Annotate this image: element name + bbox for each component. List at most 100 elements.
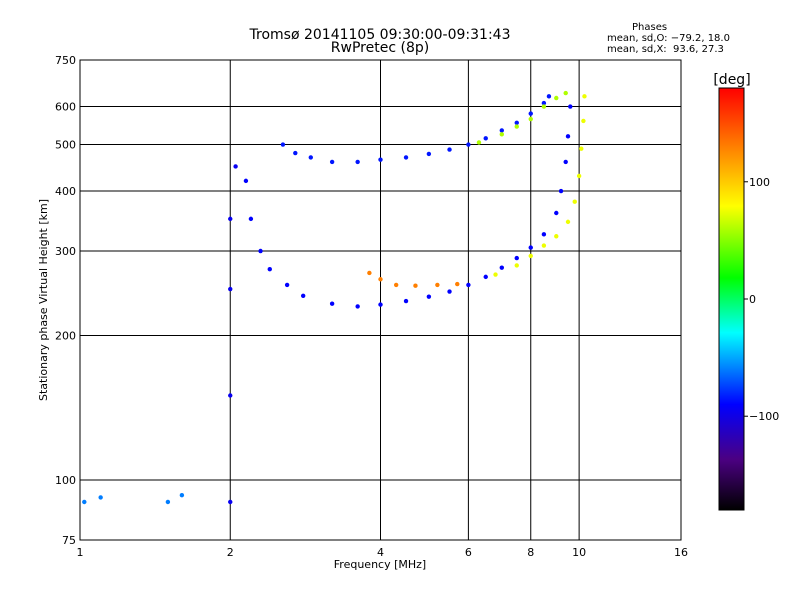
data-point [98, 495, 103, 500]
data-point [355, 304, 360, 309]
data-point [466, 142, 471, 147]
data-point [228, 216, 233, 222]
data-point [393, 282, 399, 288]
data-point [565, 219, 571, 225]
grid-lines [80, 60, 681, 540]
x-tick-label: 8 [527, 546, 534, 559]
colorbar-tick-label: 100 [749, 176, 770, 189]
data-point [243, 178, 249, 184]
colorbar-label: [deg] [713, 72, 750, 88]
data-point [528, 245, 533, 250]
chart-title: Tromsø 20141105 09:30:00-09:31:43 [249, 27, 511, 43]
data-point [581, 118, 586, 124]
data-point [514, 120, 519, 125]
data-point [426, 151, 432, 157]
data-point [403, 298, 409, 304]
data-point [378, 302, 383, 307]
data-point [435, 282, 440, 288]
data-point [300, 293, 306, 298]
data-point [541, 100, 547, 106]
data-point [554, 234, 559, 239]
data-point [267, 266, 272, 272]
data-point [499, 265, 505, 270]
data-point [378, 277, 383, 282]
data-point [499, 128, 505, 133]
data-point [165, 499, 171, 505]
data-point [378, 157, 383, 162]
data-point [82, 499, 87, 505]
plot-frame [79, 59, 682, 541]
colorbar-tick-label: 0 [749, 293, 756, 306]
data-point [455, 281, 460, 287]
phases-o-stats: mean, sd,O: −79.2, 18.0 [607, 33, 730, 44]
data-point [476, 140, 482, 145]
x-tick-labels: 1 2 4 6 8 10 16 [77, 546, 689, 559]
data-point [565, 134, 571, 139]
data-point [514, 255, 519, 261]
y-tick-label: 100 [55, 474, 76, 487]
data-point [228, 499, 233, 505]
data-point [228, 286, 233, 292]
data-point [284, 282, 290, 288]
y-tick-label: 300 [55, 245, 76, 258]
data-point [563, 159, 568, 165]
data-point [528, 116, 533, 122]
colorbar-ticks: 100 0 −100 [744, 176, 779, 423]
y-axis-title: Stationary phase Virtual Height [km] [37, 199, 50, 401]
data-point [563, 90, 568, 96]
phases-title: Phases [632, 22, 668, 33]
data-point [546, 94, 552, 99]
colorbar [718, 87, 745, 511]
data-point [293, 150, 298, 156]
data-point [179, 492, 185, 498]
y-tick-label: 750 [55, 54, 76, 67]
data-point [554, 210, 559, 216]
data-point [528, 253, 533, 259]
x-tick-label: 2 [227, 546, 234, 559]
data-point [258, 248, 263, 254]
data-point [568, 104, 573, 109]
data-point [576, 173, 582, 179]
x-tick-label: 4 [377, 546, 384, 559]
data-point [329, 301, 335, 306]
data-point [483, 274, 488, 280]
y-tick-label: 500 [55, 139, 76, 152]
data-point [447, 147, 452, 152]
data-point [541, 104, 547, 109]
data-point [308, 155, 313, 160]
data-point [572, 199, 577, 204]
data-point [280, 142, 286, 147]
data-point [403, 155, 409, 160]
x-tick-label: 10 [572, 546, 586, 559]
data-point [541, 243, 547, 248]
data-point [582, 94, 587, 99]
data-point [228, 393, 233, 398]
data-point [367, 270, 372, 276]
data-point [355, 159, 360, 165]
data-point [514, 124, 519, 129]
x-axis-title: Frequency [MHz] [334, 558, 426, 571]
data-point [426, 294, 432, 299]
data-point [499, 132, 505, 137]
data-point [248, 216, 254, 222]
data-point [483, 136, 488, 141]
y-tick-label: 400 [55, 185, 76, 198]
y-tick-labels: 75 100 200 300 400 500 600 750 [55, 54, 76, 547]
data-point [447, 289, 452, 294]
data-point [413, 283, 418, 288]
data-point [514, 263, 519, 268]
data-point [493, 272, 498, 277]
y-tick-label: 75 [62, 534, 76, 547]
x-tick-label: 1 [77, 546, 84, 559]
x-tick-label: 6 [465, 546, 472, 559]
y-tick-label: 600 [55, 101, 76, 114]
data-points [82, 90, 587, 505]
colorbar-tick-label: −100 [749, 410, 779, 423]
data-point [466, 282, 471, 288]
data-point [329, 159, 335, 165]
phases-x-stats: mean, sd,X: 93.6, 27.3 [607, 44, 724, 55]
data-point [579, 146, 584, 151]
chart-subtitle: RwPretec (8p) [330, 40, 430, 56]
data-point [541, 232, 547, 237]
